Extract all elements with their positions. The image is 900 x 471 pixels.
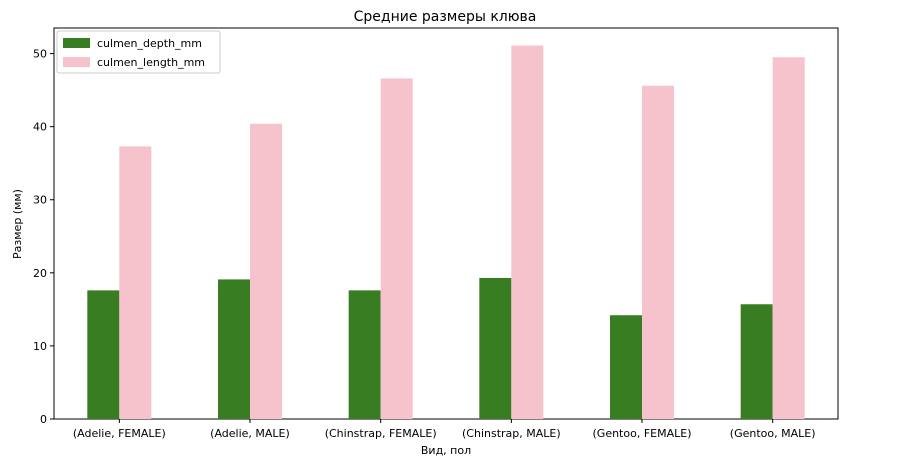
chart-title: Средние размеры клюва [354, 9, 537, 25]
bar-culmen-depth-5 [740, 304, 773, 419]
bar-culmen-depth-0 [87, 290, 120, 419]
bar-culmen-depth-3 [479, 277, 512, 419]
x-tick-label: (Gentoo, MALE) [730, 427, 816, 440]
bar-culmen-length-0 [119, 146, 152, 420]
bar-culmen-depth-1 [218, 279, 250, 419]
bars-group [87, 45, 805, 420]
y-tick-label: 50 [33, 48, 47, 61]
bar-culmen-depth-2 [348, 290, 381, 419]
plot-area-frame [53, 27, 839, 420]
bar-culmen-length-3 [511, 45, 544, 419]
bar-culmen-depth-4 [610, 315, 642, 419]
y-tick-label: 0 [40, 413, 47, 426]
legend: culmen_depth_mm culmen_length_mm [56, 30, 221, 74]
y-tick-label: 30 [33, 194, 47, 207]
x-tick-label: (Adelie, FEMALE) [73, 427, 166, 440]
x-axis-label: Вид, пол [421, 444, 471, 457]
y-tick-label: 10 [33, 340, 47, 353]
x-tick-label: (Chinstrap, FEMALE) [325, 427, 437, 440]
y-axis-label: Размер (мм) [11, 189, 24, 259]
legend-label-culmen-depth: culmen_depth_mm [97, 37, 202, 50]
bar-culmen-length-2 [380, 78, 413, 419]
legend-label-culmen-length: culmen_length_mm [97, 56, 205, 69]
x-tick-label: (Gentoo, FEMALE) [593, 427, 692, 440]
y-axis: 0 10 20 30 40 50 [33, 48, 54, 426]
y-tick-label: 40 [33, 121, 47, 134]
y-tick-label: 20 [33, 267, 47, 280]
x-tick-label: (Chinstrap, MALE) [462, 427, 561, 440]
bar-culmen-length-5 [772, 57, 805, 420]
bar-culmen-length-1 [250, 123, 282, 420]
legend-swatch-culmen-length [63, 57, 90, 67]
x-tick-label: (Adelie, MALE) [210, 427, 290, 440]
legend-box [56, 30, 221, 74]
x-axis: (Adelie, FEMALE) (Adelie, MALE) (Chinstrap… [73, 419, 816, 440]
legend-swatch-culmen-depth [63, 38, 90, 48]
bar-culmen-length-4 [642, 85, 674, 419]
